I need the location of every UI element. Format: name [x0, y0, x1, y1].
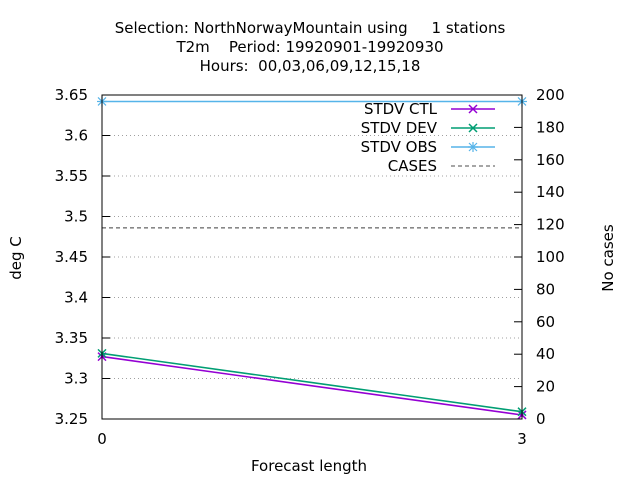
- y-tick-label: 3.3: [64, 370, 88, 388]
- x-axis-title: Forecast length: [251, 457, 367, 475]
- legend-label: STDV DEV: [361, 119, 438, 137]
- y-axis-title: deg C: [7, 236, 25, 280]
- chart-title: Selection: NorthNorwayMountain using 1 s…: [115, 19, 506, 75]
- y-tick-label: 3.55: [55, 167, 88, 185]
- series-lines: [97, 96, 527, 420]
- y2-tick-label: 40: [536, 345, 555, 363]
- legend-label: STDV OBS: [361, 138, 437, 156]
- y-tick-label: 3.25: [55, 410, 88, 428]
- x-tick-label: 3: [517, 430, 527, 448]
- y2-tick-label: 180: [536, 118, 565, 136]
- x-tick-label: 0: [97, 430, 107, 448]
- data-point-marker: [468, 123, 478, 133]
- y2-tick-label: 100: [536, 248, 565, 266]
- y2-tick-label: 160: [536, 151, 565, 169]
- series-line: [101, 352, 523, 413]
- y2-tick-label: 0: [536, 410, 546, 428]
- y2-tick-label: 120: [536, 216, 565, 234]
- y-tick-label: 3.6: [64, 127, 88, 145]
- y-tick-label: 3.65: [55, 86, 88, 104]
- data-point-marker: [468, 104, 478, 114]
- y-tick-label: 3.5: [64, 208, 88, 226]
- legend-label: CASES: [388, 157, 437, 175]
- y-tick-label: 3.45: [55, 248, 88, 266]
- grid: [102, 135, 522, 379]
- y2-tick-label: 140: [536, 183, 565, 201]
- y2-axis-title: No cases: [599, 224, 617, 292]
- title-line: T2m Period: 19920901-19920930: [175, 38, 443, 56]
- y-tick-label: 3.35: [55, 329, 88, 347]
- y2-tick-label: 200: [536, 86, 565, 104]
- title-line: Selection: NorthNorwayMountain using 1 s…: [115, 19, 506, 37]
- title-line: Hours: 00,03,06,09,12,15,18: [200, 57, 421, 75]
- y2-tick-label: 20: [536, 378, 555, 396]
- y2-tick-label: 60: [536, 313, 555, 331]
- legend-label: STDV CTL: [364, 100, 438, 118]
- y-tick-label: 3.4: [64, 289, 88, 307]
- data-point-marker: [468, 142, 478, 152]
- series-line: [101, 355, 523, 416]
- y-axis-ticks: 3.25 3.3 3.35 3.4 3.45 3.5 3.55 3.6 3.65: [55, 86, 110, 428]
- y2-axis-ticks: 0 20 40 60 80 100 120 140 160 180 200: [514, 86, 565, 428]
- y2-tick-label: 80: [536, 280, 555, 298]
